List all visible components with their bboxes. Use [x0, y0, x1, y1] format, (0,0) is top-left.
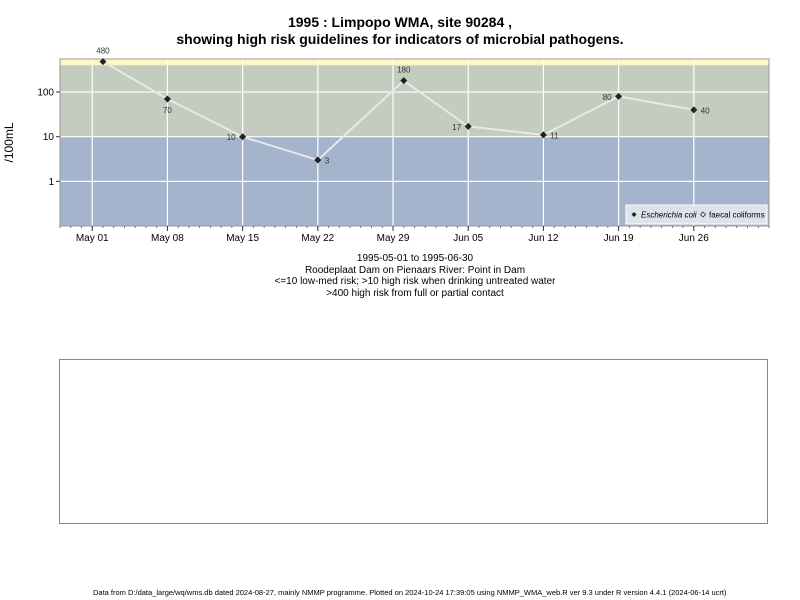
risk-band-2	[60, 65, 769, 137]
data-point	[690, 106, 698, 114]
site-description: Roodeplaat Dam on Pienaars River: Point …	[304, 264, 526, 276]
y-axis-label: /100mL	[2, 122, 16, 162]
chart-title-line1: 1995 : Limpopo WMA, site 90284 ,	[287, 14, 513, 30]
y-tick-label: 100	[37, 88, 54, 99]
x-tick-label: May 08	[151, 233, 184, 244]
data-label: 10	[227, 133, 236, 142]
y-tick-label: 1	[48, 177, 54, 188]
legend-label-faecal-coliforms: faecal coliforms	[709, 211, 765, 220]
x-axis: May 01 May 08 May 15 May 22 May 29 Jun 05 Jun …	[59, 226, 770, 244]
legend-marker-e-coli	[631, 212, 637, 217]
x-tick-label: Jun 12	[528, 233, 558, 244]
date-range: 1995-05-01 to 1995-06-30	[356, 253, 474, 264]
data-label: 17	[452, 123, 461, 132]
x-tick-label: Jun 19	[604, 233, 634, 244]
x-tick-label: May 15	[226, 233, 259, 244]
data-point	[99, 58, 107, 66]
guideline-contact: >400 high risk from full or partial cont…	[326, 287, 504, 299]
legend-label-e-coli: Escherichia coli	[641, 211, 697, 220]
data-point	[163, 95, 171, 103]
risk-band-3	[60, 59, 769, 66]
footer-note: Data from D:/data_large/wq/wms.db dated …	[93, 588, 727, 597]
chart-plot: 1 10 100 May 01 May 08 May 15 May 22 May 29 Jun…	[2, 47, 770, 244]
y-tick-label: 10	[43, 132, 55, 143]
data-label: 40	[701, 106, 710, 115]
data-label: 11	[550, 131, 559, 140]
guideline-drinking: <=10 low-med risk; >10 high risk when dr…	[274, 276, 556, 287]
data-point	[314, 156, 322, 164]
x-tick-label: Jun 26	[679, 233, 709, 244]
empty-chart-panel	[59, 359, 768, 524]
gridlines	[60, 59, 769, 226]
data-label: 70	[163, 106, 172, 115]
data-label: 180	[397, 66, 411, 75]
y-axis: 1 10 100	[37, 88, 60, 188]
series-escherichia-coli: 480 70 10 3 180 17 11 80 40	[96, 47, 710, 166]
data-point	[615, 92, 623, 100]
legend-marker-faecal-coliforms	[699, 211, 707, 218]
data-point	[464, 122, 472, 130]
data-point	[539, 131, 547, 139]
x-tick-label: Jun 05	[453, 233, 483, 244]
data-label: 480	[96, 47, 110, 56]
x-tick-label: May 29	[377, 233, 410, 244]
chart-title-line2: showing high risk guidelines for indicat…	[176, 31, 624, 47]
x-tick-label: May 22	[301, 233, 334, 244]
legend-box	[625, 204, 768, 225]
data-label: 80	[603, 93, 612, 102]
data-point	[239, 133, 247, 141]
data-point	[400, 77, 408, 85]
legend: Escherichia coli faecal coliforms	[625, 204, 768, 225]
data-label: 3	[325, 157, 330, 166]
x-tick-label: May 01	[76, 233, 109, 244]
risk-bands	[60, 59, 769, 226]
